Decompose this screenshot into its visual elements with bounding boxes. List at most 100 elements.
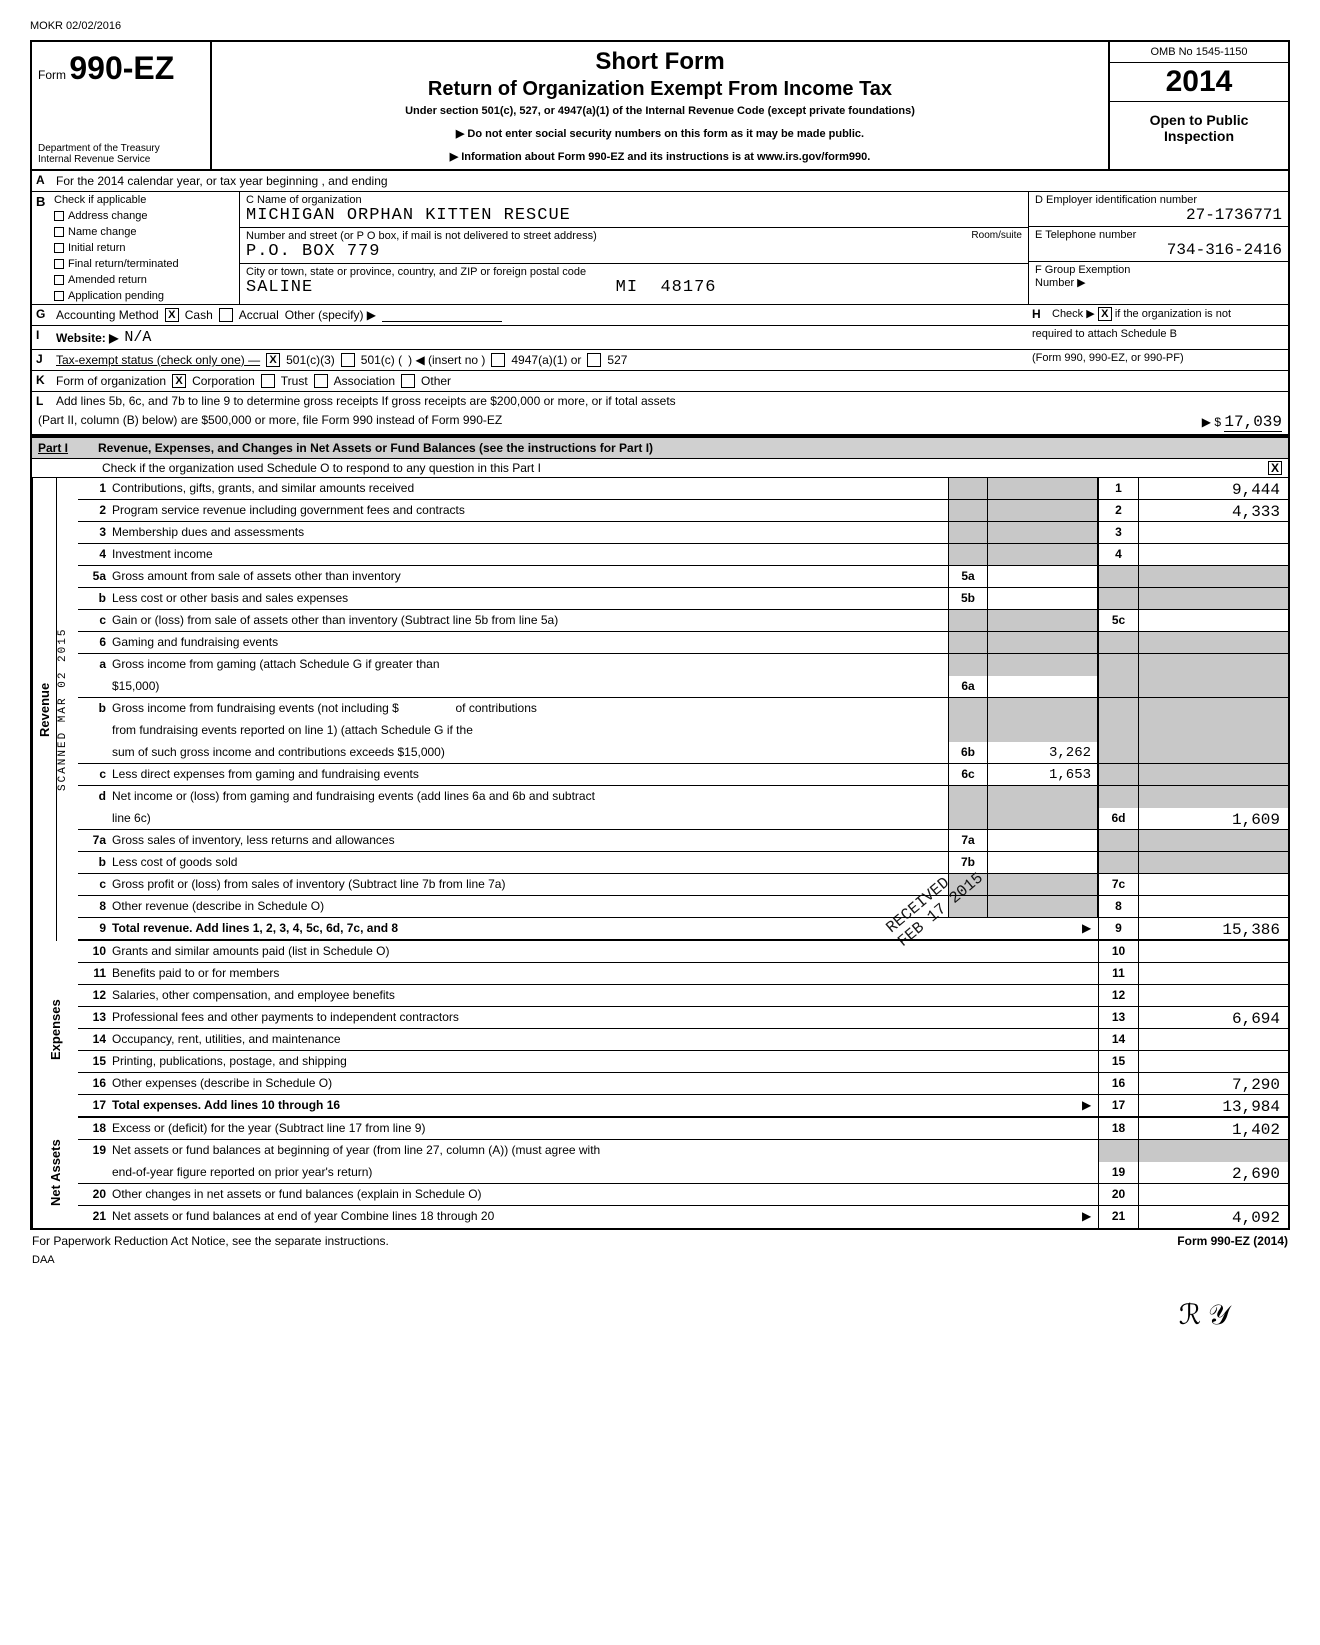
- line-6b-mval-s2: [988, 720, 1098, 742]
- chk-schedule-b[interactable]: X: [1098, 307, 1112, 321]
- line-8: 8Other revenue (describe in Schedule O)8: [78, 896, 1288, 918]
- chk-initial-return[interactable]: Initial return: [50, 240, 239, 256]
- chk-other-org[interactable]: [401, 374, 415, 388]
- line-6b-rno2: [1098, 720, 1138, 742]
- line-2: 2Program service revenue including gover…: [78, 500, 1288, 522]
- line-1-rno: 1: [1098, 478, 1138, 499]
- line-6b-rno3: [1098, 742, 1138, 763]
- line-12-desc: Salaries, other compensation, and employ…: [112, 985, 1098, 1006]
- chk-application-pending-label: Application pending: [68, 290, 164, 302]
- chk-501c3[interactable]: [266, 353, 280, 367]
- line-6d-mini: [948, 786, 988, 808]
- line-14-no: 14: [78, 1029, 112, 1050]
- c-name-label: C Name of organization: [246, 194, 1022, 206]
- line-7a-rno: [1098, 830, 1138, 851]
- 501c-insert: ) ◀ (insert no ): [408, 353, 485, 367]
- row-i: I Website: ▶ N/A required to attach Sche…: [32, 326, 1288, 350]
- line-6a-rno2: [1098, 676, 1138, 697]
- line-6d-mval: [988, 786, 1098, 808]
- line-13-rno: 13: [1098, 1007, 1138, 1028]
- line-3: 3Membership dues and assessments3: [78, 522, 1288, 544]
- line-7b-rval: [1138, 852, 1288, 873]
- line-8-desc: Other revenue (describe in Schedule O): [112, 896, 948, 917]
- line-9-tri: ▶: [1082, 918, 1098, 939]
- chk-name-change-label: Name change: [68, 226, 137, 238]
- line-7c-no: c: [78, 874, 112, 895]
- line-7b-rno: [1098, 852, 1138, 873]
- line-6b-desc2: from fundraising events reported on line…: [112, 720, 948, 742]
- h-line3: (Form 990, 990-EZ, or 990-PF): [1028, 350, 1288, 370]
- form-number-big: 990-EZ: [69, 50, 174, 86]
- label-a: A: [32, 171, 50, 191]
- line-7b-mini: 7b: [948, 852, 988, 873]
- chk-association[interactable]: [314, 374, 328, 388]
- line-8-no: 8: [78, 896, 112, 917]
- line-8-mini: [948, 896, 988, 917]
- line-5c: cGain or (loss) from sale of assets othe…: [78, 610, 1288, 632]
- label-l: L: [32, 392, 50, 410]
- other-specify-line[interactable]: [382, 308, 502, 322]
- line-3-desc: Membership dues and assessments: [112, 522, 948, 543]
- part-i-sub: Check if the organization used Schedule …: [32, 459, 1288, 478]
- chk-name-change[interactable]: Name change: [50, 224, 239, 240]
- line-5a-mval: [988, 566, 1098, 587]
- line-6a-mval-s: [988, 654, 1098, 676]
- line-10-desc: Grants and similar amounts paid (list in…: [112, 941, 1098, 962]
- label-b: B: [32, 192, 50, 304]
- revenue-body: 1Contributions, gifts, grants, and simil…: [78, 478, 1288, 941]
- line-21-no: 21: [78, 1206, 112, 1228]
- line-6c-rno: [1098, 764, 1138, 785]
- chk-corporation[interactable]: [172, 374, 186, 388]
- 501c-label: 501(c) (: [361, 353, 402, 367]
- c-name-value: MICHIGAN ORPHAN KITTEN RESCUE: [246, 206, 1022, 225]
- line-6b-no2: [78, 720, 112, 742]
- line-12-rno: 12: [1098, 985, 1138, 1006]
- chk-schedule-o[interactable]: X: [1268, 461, 1282, 475]
- line-6a-desc: Gross income from gaming (attach Schedul…: [112, 654, 948, 676]
- line-6d-mini2: [948, 808, 988, 829]
- line-9-desc: Total revenue. Add lines 1, 2, 3, 4, 5c,…: [112, 918, 1082, 939]
- line-7c: cGross profit or (loss) from sales of in…: [78, 874, 1288, 896]
- chk-amended-return[interactable]: Amended return: [50, 272, 239, 288]
- line-21-rno: 21: [1098, 1206, 1138, 1228]
- initials: ℛ 𝒴: [30, 1268, 1290, 1332]
- line-6b-no3: [78, 742, 112, 763]
- chk-cash[interactable]: [165, 308, 179, 322]
- chk-accrual[interactable]: [219, 308, 233, 322]
- chk-4947[interactable]: [491, 353, 505, 367]
- d-ein-block: D Employer identification number 27-1736…: [1029, 192, 1288, 227]
- line-5c-mval: [988, 610, 1098, 631]
- expenses-section: Expenses 10Grants and similar amounts pa…: [32, 941, 1288, 1118]
- line-5b-rno: [1098, 588, 1138, 609]
- chk-final-return[interactable]: Final return/terminated: [50, 256, 239, 272]
- l-text1: Add lines 5b, 6c, and 7b to line 9 to de…: [50, 392, 1288, 410]
- department-block: Department of the Treasury Internal Reve…: [38, 143, 204, 165]
- line-20-desc: Other changes in net assets or fund bala…: [112, 1184, 1098, 1205]
- f-group-block: F Group Exemption Number ▶: [1029, 262, 1288, 291]
- chk-527[interactable]: [587, 353, 601, 367]
- chk-application-pending[interactable]: Application pending: [50, 288, 239, 304]
- line-7c-desc: Gross profit or (loss) from sales of inv…: [112, 874, 948, 895]
- chk-address-change[interactable]: Address change: [50, 208, 239, 224]
- accrual-label: Accrual: [239, 308, 279, 322]
- accounting-method: Accounting Method Cash Accrual Other (sp…: [50, 305, 1028, 325]
- title-return: Return of Organization Exempt From Incom…: [222, 78, 1098, 101]
- chk-trust[interactable]: [261, 374, 275, 388]
- g-label: Accounting Method: [56, 308, 159, 322]
- line-2-value: 4,333: [1138, 500, 1288, 521]
- line-5c-no: c: [78, 610, 112, 631]
- line-9-value: 15,386: [1138, 918, 1288, 939]
- chk-501c[interactable]: [341, 353, 355, 367]
- line-7a-desc: Gross sales of inventory, less returns a…: [112, 830, 948, 851]
- 527-label: 527: [607, 353, 627, 367]
- col-def: D Employer identification number 27-1736…: [1028, 192, 1288, 304]
- line-19-no: 19: [78, 1140, 112, 1162]
- chk-initial-return-label: Initial return: [68, 242, 125, 254]
- c-name-block: C Name of organization MICHIGAN ORPHAN K…: [240, 192, 1028, 228]
- line-6a-no: a: [78, 654, 112, 676]
- line-18-rno: 18: [1098, 1118, 1138, 1139]
- line-6-rno: [1098, 632, 1138, 653]
- line-7b: bLess cost of goods sold7b: [78, 852, 1288, 874]
- trust-label: Trust: [281, 374, 308, 388]
- daa-mark: DAA: [30, 1252, 1290, 1268]
